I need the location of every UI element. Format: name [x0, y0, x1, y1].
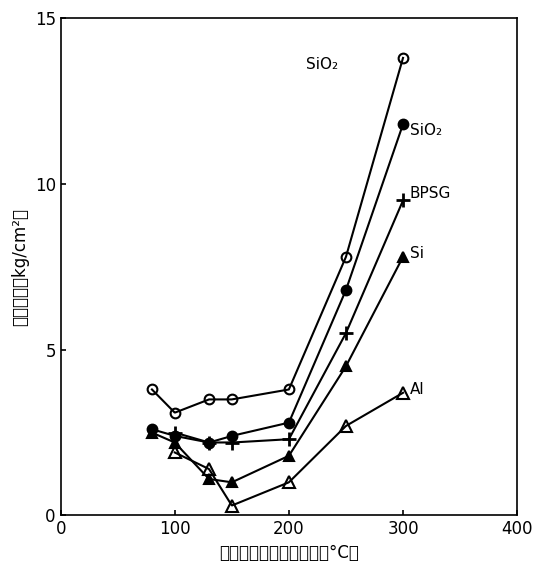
Text: SiO₂: SiO₂	[306, 57, 338, 72]
Text: Al: Al	[410, 382, 424, 397]
Y-axis label: 付着強度（kg/cm²）: 付着強度（kg/cm²）	[11, 208, 29, 326]
X-axis label: 高分子膜の熱処理温度（°C）: 高分子膜の熱処理温度（°C）	[219, 544, 359, 562]
Text: BPSG: BPSG	[410, 186, 451, 201]
Text: Si: Si	[410, 246, 424, 261]
Text: SiO₂: SiO₂	[410, 123, 442, 138]
